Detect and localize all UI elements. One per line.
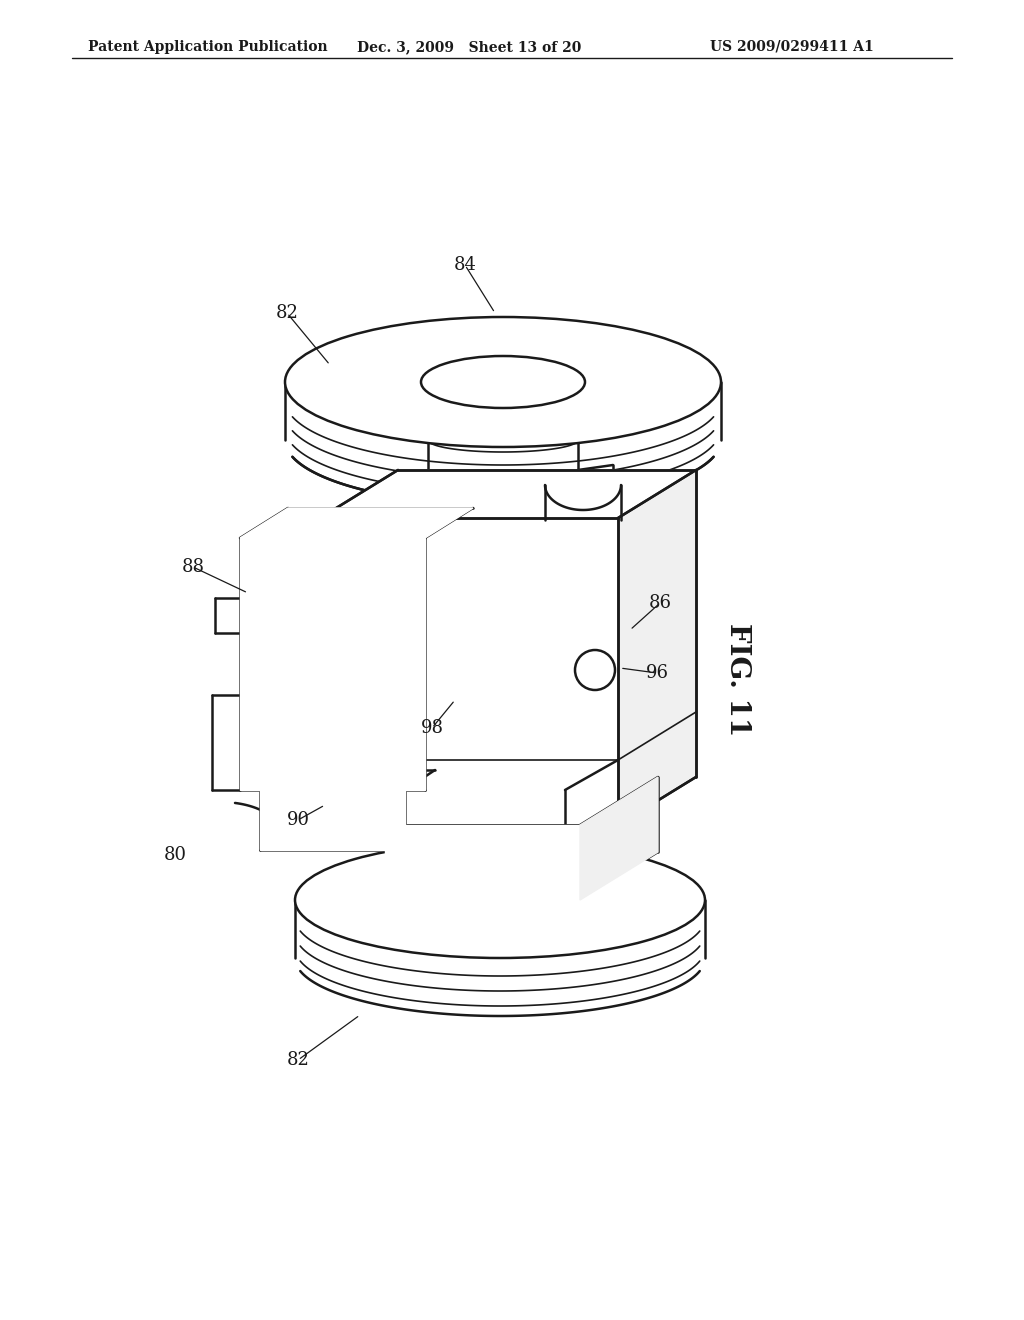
Ellipse shape: [295, 842, 705, 958]
Text: Dec. 3, 2009   Sheet 13 of 20: Dec. 3, 2009 Sheet 13 of 20: [357, 40, 582, 54]
Text: 82: 82: [275, 304, 298, 322]
Polygon shape: [618, 470, 696, 825]
Text: 88: 88: [181, 558, 205, 576]
Polygon shape: [580, 777, 658, 900]
Polygon shape: [385, 825, 580, 900]
Ellipse shape: [575, 649, 615, 690]
Text: 98: 98: [421, 719, 443, 737]
Text: 84: 84: [454, 256, 476, 275]
Polygon shape: [319, 517, 618, 825]
Text: 96: 96: [645, 664, 669, 682]
Text: 82: 82: [287, 1051, 309, 1069]
Text: 86: 86: [648, 594, 672, 612]
Text: 80: 80: [164, 846, 186, 865]
Text: FIG. 11: FIG. 11: [725, 623, 752, 737]
Polygon shape: [240, 508, 473, 539]
Text: Patent Application Publication: Patent Application Publication: [88, 40, 328, 54]
Text: US 2009/0299411 A1: US 2009/0299411 A1: [710, 40, 873, 54]
Polygon shape: [240, 539, 425, 789]
Ellipse shape: [285, 317, 721, 447]
Polygon shape: [260, 789, 406, 850]
Ellipse shape: [361, 660, 389, 680]
Text: 90: 90: [287, 810, 309, 829]
Ellipse shape: [421, 356, 585, 408]
Polygon shape: [319, 470, 696, 517]
